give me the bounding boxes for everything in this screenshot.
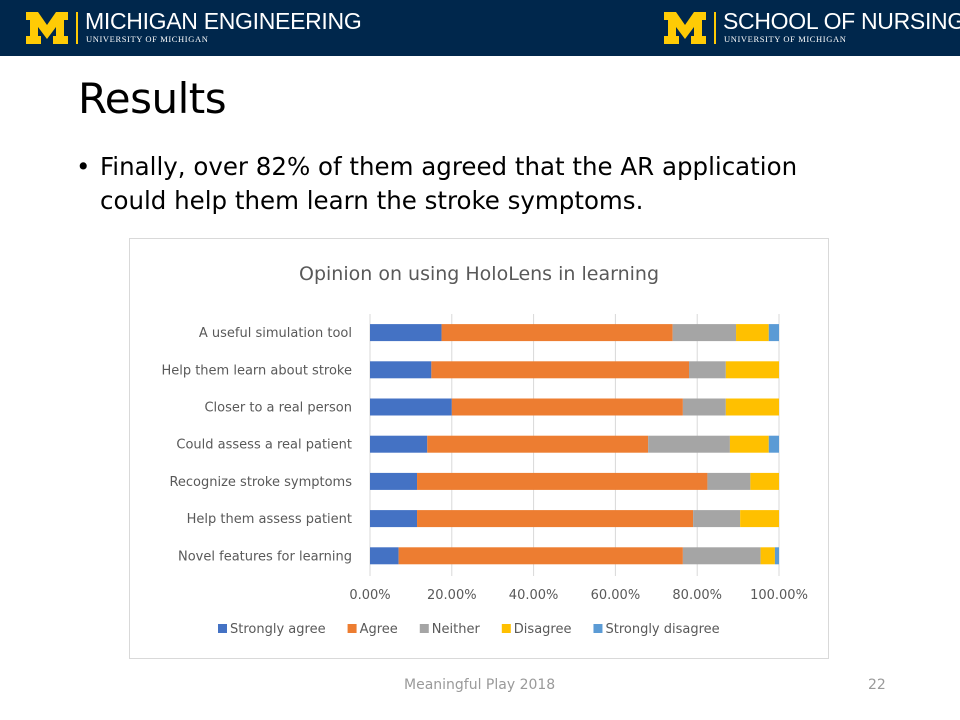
bar-segment <box>427 435 649 453</box>
bar-segment <box>736 324 769 342</box>
bar-segment <box>768 324 779 342</box>
category-label: Could assess a real patient <box>176 438 352 453</box>
legend-label: Strongly disagree <box>605 622 719 637</box>
legend-swatch <box>593 624 603 633</box>
category-label: Help them assess patient <box>187 512 352 527</box>
bar-segment <box>417 472 708 490</box>
footer-text: Meaningful Play 2018 <box>404 677 556 693</box>
bar-segment <box>682 547 761 565</box>
brand-divider <box>714 12 716 44</box>
brand-subtitle: UNIVERSITY OF MICHIGAN <box>724 34 847 44</box>
bar-segment <box>648 435 730 453</box>
bar-segment <box>707 472 751 490</box>
bar-segment <box>768 435 779 453</box>
x-tick-label: 60.00% <box>591 588 641 603</box>
bar-segment <box>441 324 673 342</box>
bar-segment <box>370 510 418 528</box>
x-tick-label: 80.00% <box>672 588 722 603</box>
x-tick-label: 40.00% <box>509 588 559 603</box>
bullet-icon: • <box>76 152 91 181</box>
legend-swatch <box>419 624 429 633</box>
block-m-icon <box>26 12 68 44</box>
bar-segment <box>693 510 741 528</box>
bar-segment <box>740 510 779 528</box>
brand-divider <box>76 12 78 44</box>
bar-segment <box>725 398 779 416</box>
brand-name: SCHOOL OF NURSING <box>723 8 960 34</box>
bullet-text: Finally, over 82% of them agreed that th… <box>100 152 798 215</box>
x-tick-label: 20.00% <box>427 588 477 603</box>
bar-segment <box>431 361 690 379</box>
bar-segment <box>729 435 769 453</box>
bar-segment <box>398 547 683 565</box>
bar-segment <box>682 398 726 416</box>
block-m-icon <box>664 12 706 44</box>
legend-label: Strongly agree <box>230 622 326 637</box>
bar-segment <box>370 361 432 379</box>
category-label: Help them learn about stroke <box>161 363 352 378</box>
header-bar: MICHIGAN ENGINEERING UNIVERSITY OF MICHI… <box>0 0 960 56</box>
chart-frame: Opinion on using HoloLens in learning 0.0… <box>129 238 829 659</box>
bar-segment <box>370 435 428 453</box>
category-label: Closer to a real person <box>204 401 352 416</box>
bar-segment <box>370 472 418 490</box>
legend-label: Neither <box>432 622 481 637</box>
bar-segment <box>774 547 779 565</box>
brand-name: MICHIGAN ENGINEERING <box>85 8 362 34</box>
bar-segment <box>370 547 399 565</box>
legend-swatch <box>347 624 357 633</box>
slide-title: Results <box>78 74 227 123</box>
bar-segment <box>760 547 775 565</box>
legend-label: Disagree <box>514 622 572 637</box>
x-tick-label: 100.00% <box>750 588 808 603</box>
legend-swatch <box>501 624 511 633</box>
category-label: A useful simulation tool <box>199 326 352 341</box>
stacked-bar-chart: Opinion on using HoloLens in learning 0.0… <box>161 263 808 637</box>
brand-subtitle: UNIVERSITY OF MICHIGAN <box>86 34 209 44</box>
category-label: Novel features for learning <box>178 549 352 564</box>
chart-title: Opinion on using HoloLens in learning <box>299 263 659 285</box>
legend-swatch <box>218 624 227 633</box>
legend-label: Agree <box>360 622 398 637</box>
bar-segment <box>451 398 683 416</box>
bar-segment <box>417 510 694 528</box>
bar-segment <box>689 361 726 379</box>
x-tick-label: 0.00% <box>349 588 390 603</box>
page-number: 22 <box>868 677 886 693</box>
bar-segment <box>750 472 779 490</box>
bar-segment <box>725 361 779 379</box>
category-label: Recognize stroke symptoms <box>169 475 352 490</box>
bar-segment <box>370 398 452 416</box>
bar-segment <box>370 324 442 342</box>
bar-segment <box>672 324 737 342</box>
